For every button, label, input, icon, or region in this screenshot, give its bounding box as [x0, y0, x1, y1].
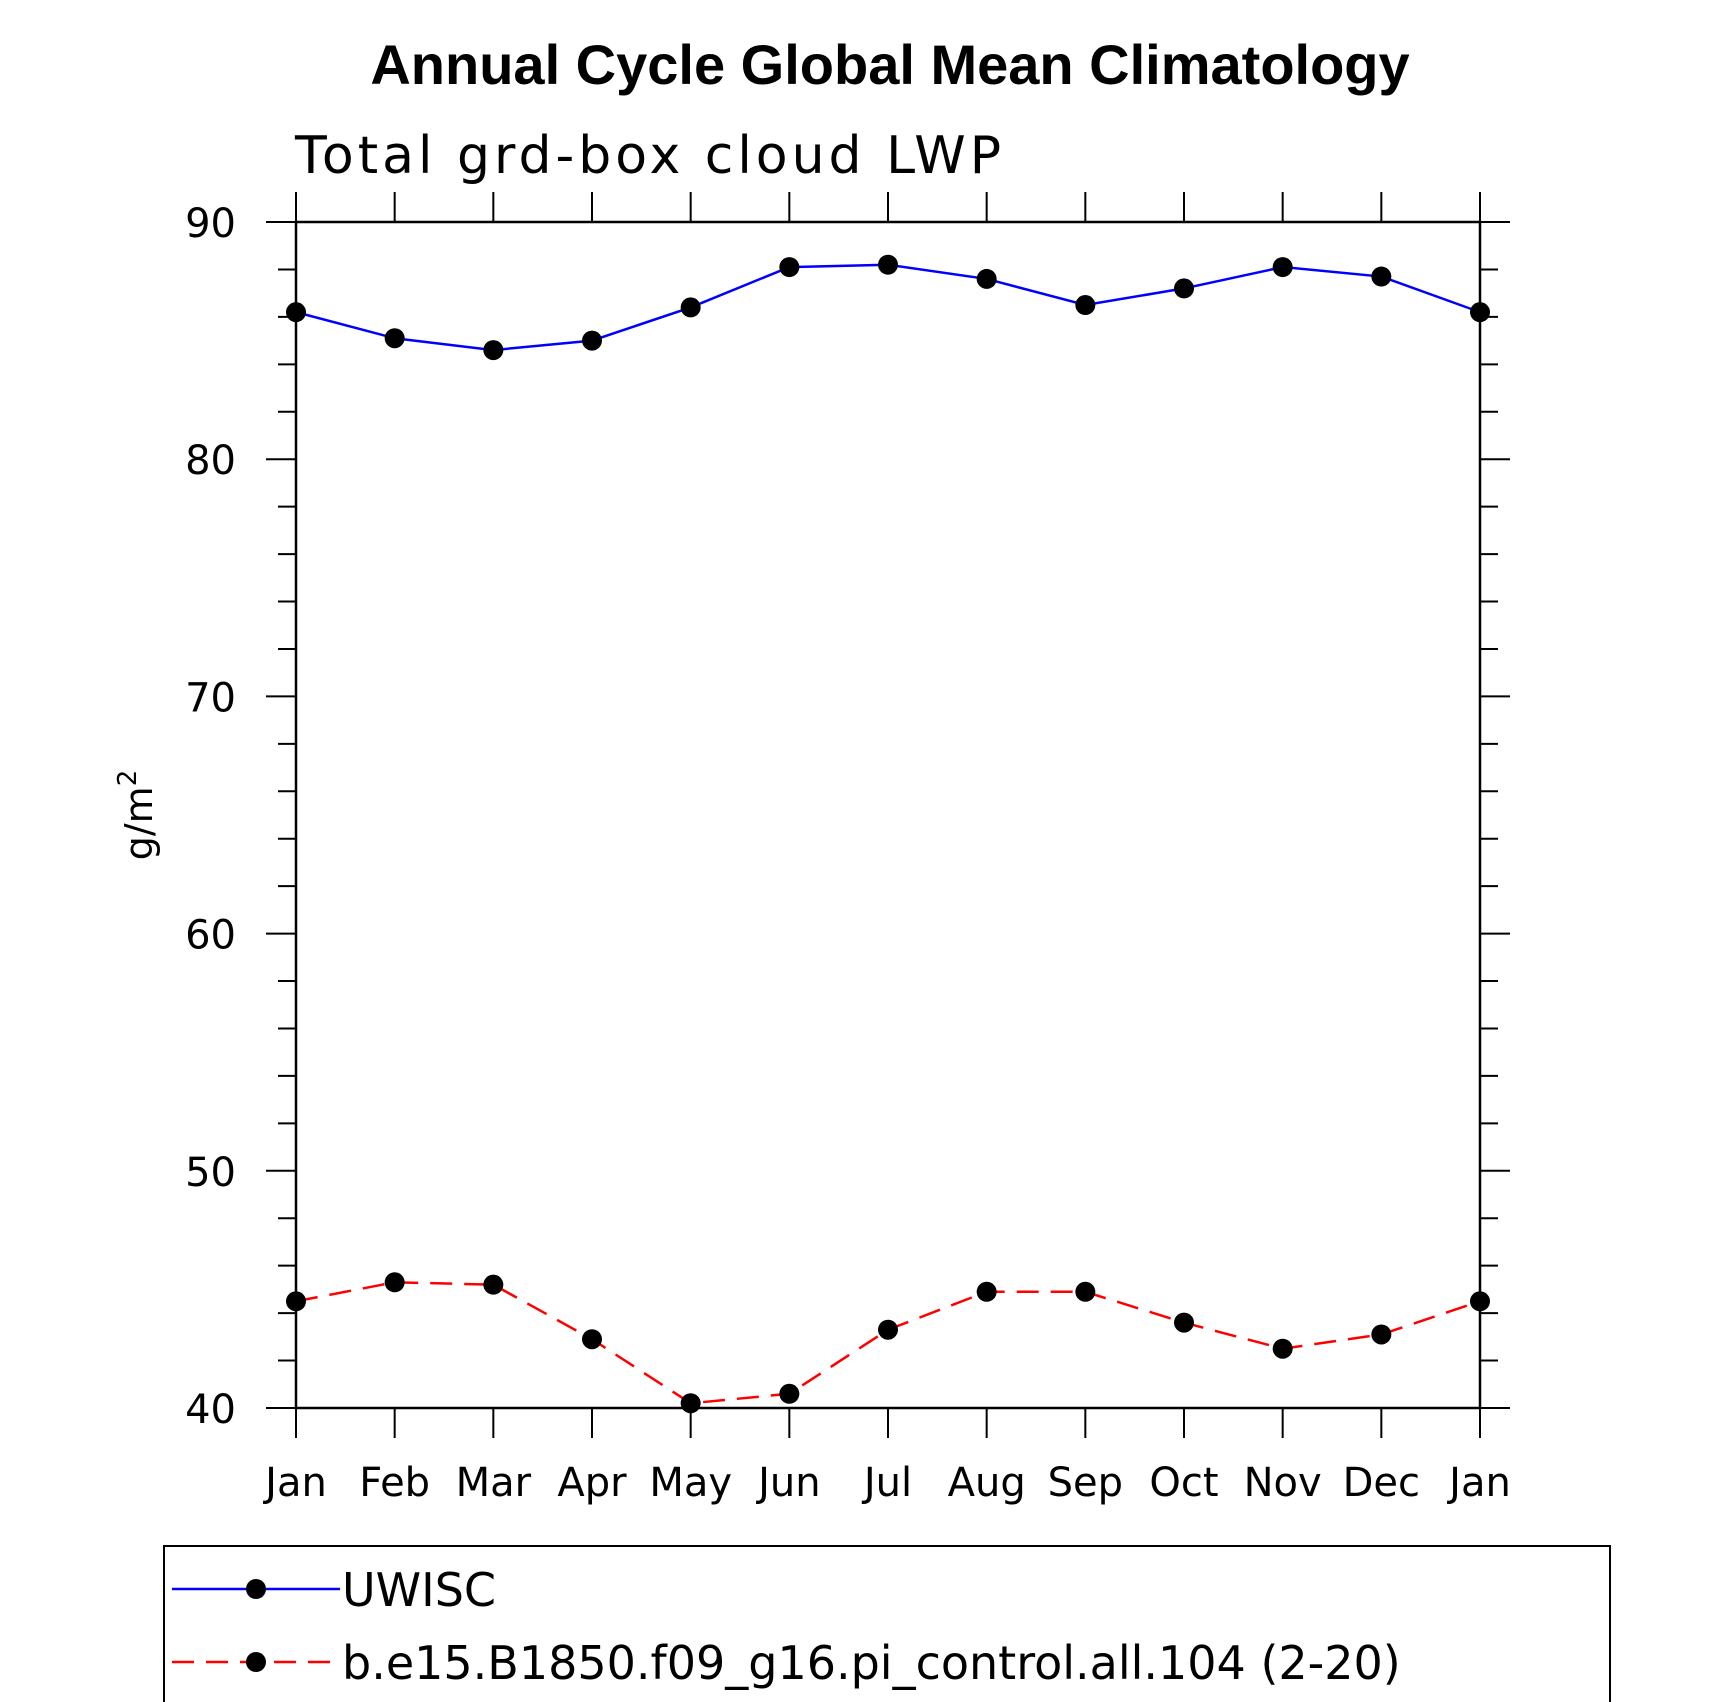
series-1-point — [680, 297, 701, 318]
series-line-2 — [295, 1281, 1481, 1405]
series-2-point — [976, 1281, 997, 1302]
x-tick-label: Feb — [359, 1460, 430, 1506]
x-tick-label: Jul — [861, 1460, 912, 1506]
series-1-point — [384, 328, 405, 349]
series-1-point — [582, 330, 602, 351]
series-2-point — [1174, 1312, 1194, 1333]
series-1-point — [1272, 257, 1293, 278]
series-1-point — [779, 257, 800, 278]
series-2-point — [878, 1319, 898, 1340]
series-line-1 — [295, 263, 1481, 352]
legend-marker-2 — [246, 1652, 266, 1672]
legend-label-2: b.e15.B1850.f09_g16.pi_control.all.104 (… — [342, 1636, 1401, 1690]
y-axis: 40 50 60 70 80 90 — [185, 201, 1510, 1433]
x-tick-label: Sep — [1048, 1460, 1123, 1506]
y-tick-label: 90 — [185, 201, 236, 247]
x-tick-label: May — [649, 1460, 732, 1506]
series-layer — [286, 254, 1490, 1414]
series-1-point — [878, 254, 898, 275]
series-1-point — [1174, 278, 1194, 299]
y-axis-label-superscript: 2 — [113, 770, 143, 787]
plot-frame — [294, 220, 1482, 1410]
y-tick-label: 70 — [185, 675, 236, 721]
series-1-point — [1075, 295, 1096, 316]
x-tick-label: Dec — [1343, 1460, 1420, 1506]
x-tick-label: Aug — [948, 1460, 1026, 1506]
y-tick-label: 80 — [185, 438, 236, 484]
x-tick-label: Mar — [456, 1460, 532, 1506]
series-1-point — [976, 268, 997, 289]
series-2-point — [680, 1393, 701, 1414]
legend-label-1: UWISC — [342, 1563, 496, 1617]
legend-box — [163, 1545, 1611, 1702]
x-axis: Jan Feb Mar Apr May Jun Jul Aug Sep Oct Nov Dec Jan — [262, 192, 1511, 1506]
x-tick-label: Jan — [1446, 1460, 1511, 1506]
series-2-point — [1371, 1324, 1392, 1345]
series-2-point — [1470, 1291, 1490, 1312]
x-tick-label: Apr — [557, 1460, 627, 1506]
series-2-point — [582, 1329, 602, 1350]
series-2-point — [779, 1383, 800, 1404]
x-tick-label: Jan — [262, 1460, 327, 1506]
series-2-point — [384, 1272, 405, 1293]
legend-items: UWISC b.e15.B1850.f09_g16.pi_control.all.… — [172, 1563, 1401, 1690]
series-2-point — [1272, 1338, 1293, 1359]
y-axis-label: g/m2 — [113, 770, 161, 861]
y-tick-label: 60 — [185, 913, 236, 959]
y-axis-label-text: g/m — [117, 786, 161, 860]
legend: UWISC b.e15.B1850.f09_g16.pi_control.all.… — [163, 1545, 1611, 1702]
chart-subtitle: Total grd-box cloud LWP — [294, 126, 1005, 186]
chart-title: Annual Cycle Global Mean Climatology — [370, 33, 1409, 96]
series-2-point — [286, 1291, 306, 1312]
series-2-point — [483, 1274, 504, 1295]
series-1-point — [483, 340, 504, 361]
series-1-point — [1371, 266, 1392, 287]
y-tick-label: 40 — [185, 1387, 236, 1433]
x-tick-label: Jun — [755, 1460, 821, 1506]
series-2-point — [1075, 1281, 1096, 1302]
y-tick-label: 50 — [185, 1150, 236, 1196]
svg-text:g/m2: g/m2 — [113, 770, 161, 861]
legend-marker-1 — [246, 1579, 266, 1599]
x-tick-label: Nov — [1244, 1460, 1322, 1506]
x-tick-label: Oct — [1149, 1460, 1218, 1506]
series-1-point — [286, 302, 306, 323]
series-1-point — [1470, 302, 1490, 323]
